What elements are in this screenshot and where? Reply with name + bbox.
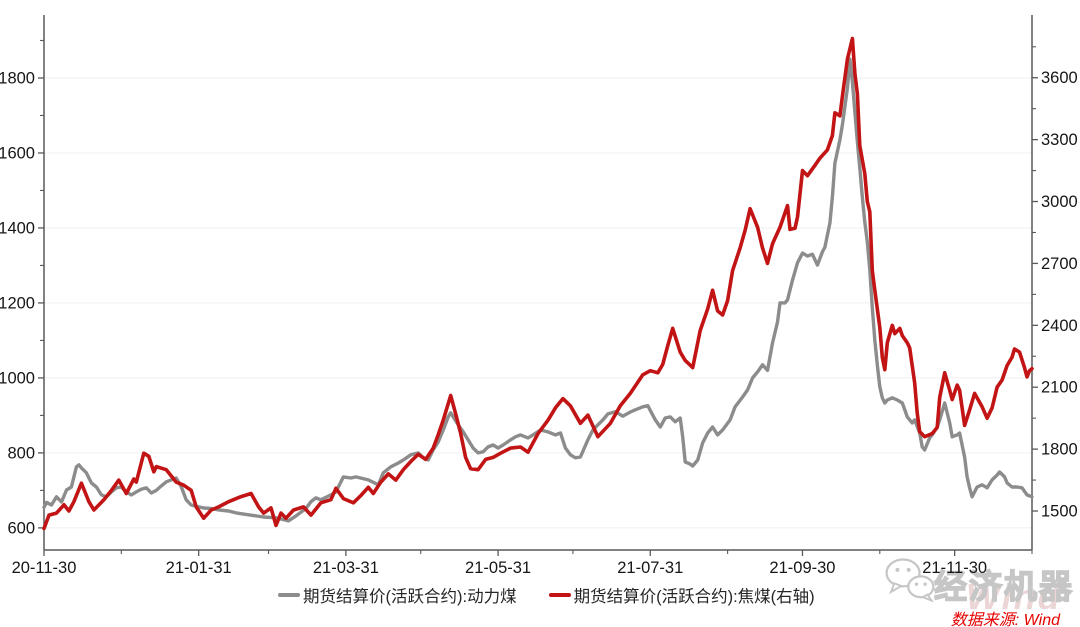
- svg-text:20-11-30: 20-11-30: [12, 559, 77, 577]
- legend-label-thermal-coal: 期货结算价(活跃合约):动力煤: [303, 588, 517, 606]
- legend-line-thermal-coal: [278, 593, 300, 597]
- svg-text:2700: 2700: [1041, 255, 1078, 273]
- svg-text:1600: 1600: [0, 144, 35, 162]
- svg-text:1800: 1800: [0, 69, 35, 87]
- svg-text:3600: 3600: [1041, 69, 1078, 87]
- svg-text:21-11-30: 21-11-30: [922, 559, 987, 577]
- svg-text:21-05-31: 21-05-31: [465, 559, 531, 577]
- brand-watermark: Wind 经济机器: [884, 554, 1080, 624]
- wechat-icon: [885, 558, 935, 602]
- svg-text:21-09-30: 21-09-30: [769, 559, 835, 577]
- svg-text:21-07-31: 21-07-31: [617, 559, 683, 577]
- brand-watermark-text: 经济机器: [933, 567, 1074, 605]
- svg-text:3300: 3300: [1041, 131, 1078, 149]
- legend-item-coking-coal: 期货结算价(活跃合约):焦煤(右轴): [548, 583, 815, 607]
- svg-text:1000: 1000: [0, 369, 35, 387]
- svg-text:800: 800: [7, 444, 35, 462]
- legend-label-coking-coal: 期货结算价(活跃合约):焦煤(右轴): [573, 588, 815, 606]
- svg-text:1400: 1400: [0, 219, 35, 237]
- svg-text:2100: 2100: [1041, 379, 1078, 397]
- svg-text:2400: 2400: [1041, 317, 1078, 335]
- svg-text:3000: 3000: [1041, 193, 1078, 211]
- data-source-label: 数据来源: Wind: [950, 612, 1060, 627]
- svg-text:21-01-31: 21-01-31: [166, 559, 232, 577]
- svg-text:1800: 1800: [1041, 441, 1078, 459]
- svg-text:1200: 1200: [0, 294, 35, 312]
- svg-text:600: 600: [7, 519, 35, 537]
- svg-text:1500: 1500: [1041, 503, 1078, 521]
- svg-text:21-03-31: 21-03-31: [313, 559, 379, 577]
- wind-logo-watermark: Wind: [966, 576, 1062, 617]
- legend-item-thermal-coal: 期货结算价(活跃合约):动力煤: [278, 583, 517, 607]
- legend-line-coking-coal: [548, 593, 571, 597]
- chart-legend: 期货结算价(活跃合约):动力煤 期货结算价(活跃合约):焦煤(右轴): [278, 583, 815, 607]
